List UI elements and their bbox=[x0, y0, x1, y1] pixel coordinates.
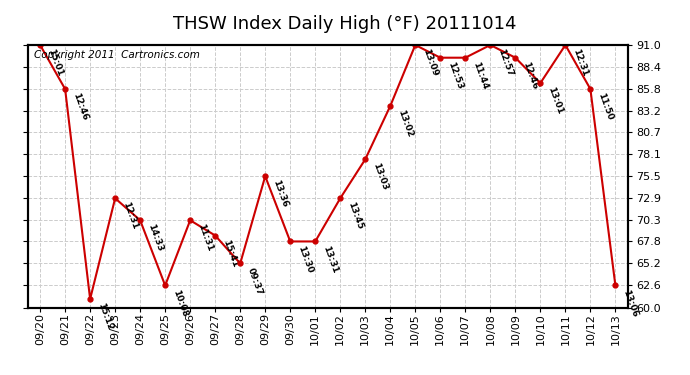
Text: 15:12: 15:12 bbox=[96, 302, 114, 332]
Text: 09:37: 09:37 bbox=[246, 266, 264, 296]
Text: 13:30: 13:30 bbox=[296, 244, 314, 274]
Text: 13:06: 13:06 bbox=[621, 288, 639, 318]
Text: 15:01: 15:01 bbox=[46, 48, 64, 78]
Text: 13:36: 13:36 bbox=[270, 179, 289, 209]
Text: 15:41: 15:41 bbox=[221, 238, 239, 268]
Text: 14:33: 14:33 bbox=[146, 223, 164, 253]
Text: 11:31: 11:31 bbox=[196, 223, 214, 253]
Text: 10:08: 10:08 bbox=[170, 288, 189, 318]
Text: Copyright 2011  Cartronics.com: Copyright 2011 Cartronics.com bbox=[34, 50, 199, 60]
Text: 12:57: 12:57 bbox=[496, 48, 514, 78]
Text: 13:01: 13:01 bbox=[546, 86, 564, 116]
Text: 12:46: 12:46 bbox=[521, 60, 539, 91]
Text: 11:50: 11:50 bbox=[596, 92, 614, 122]
Text: 11:44: 11:44 bbox=[471, 60, 489, 91]
Text: 13:02: 13:02 bbox=[396, 109, 414, 139]
Text: THSW Index Daily High (°F) 20111014: THSW Index Daily High (°F) 20111014 bbox=[173, 15, 517, 33]
Text: 12:46: 12:46 bbox=[70, 92, 89, 122]
Text: 13:31: 13:31 bbox=[321, 244, 339, 274]
Text: 12:31: 12:31 bbox=[571, 48, 589, 78]
Text: 12:53: 12:53 bbox=[446, 60, 464, 90]
Text: 13:09: 13:09 bbox=[421, 48, 439, 78]
Text: 12:31: 12:31 bbox=[121, 201, 139, 231]
Text: 13:45: 13:45 bbox=[346, 201, 364, 231]
Text: 13:03: 13:03 bbox=[371, 162, 389, 192]
